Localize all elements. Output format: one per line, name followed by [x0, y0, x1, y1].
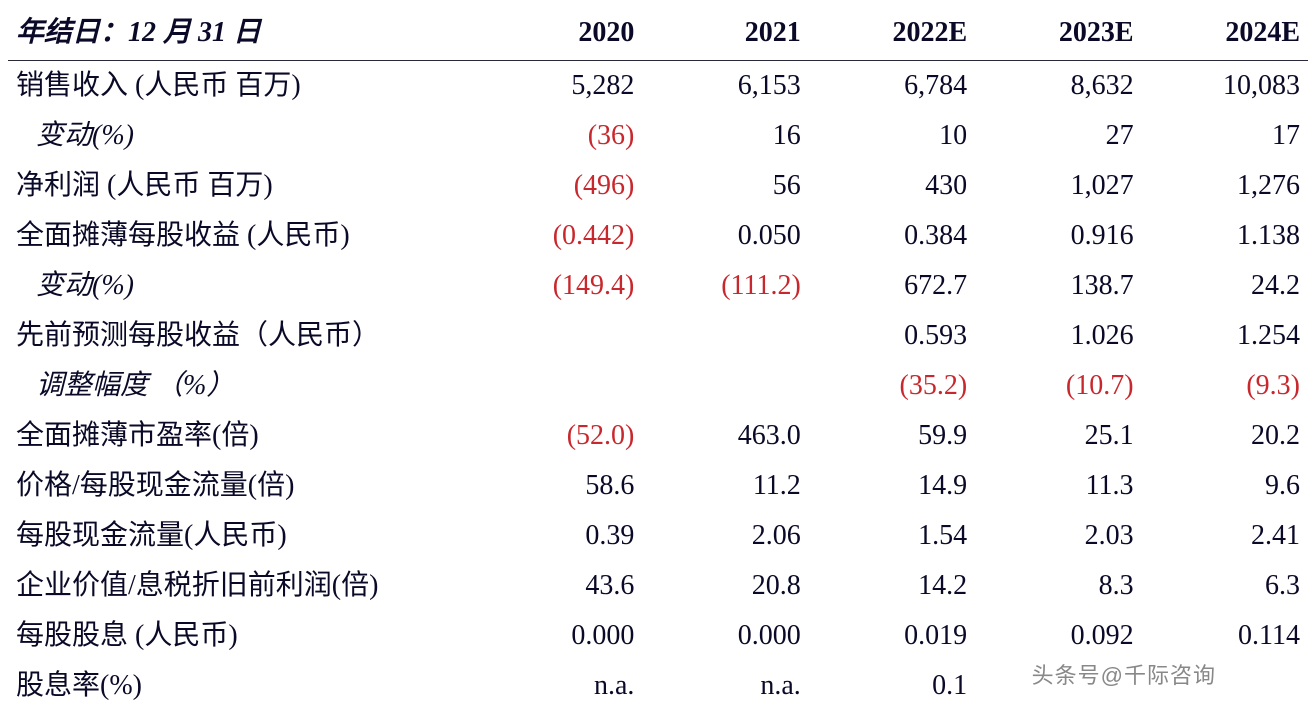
header-col-2022e: 2022E: [809, 8, 975, 61]
header-col-2020: 2020: [476, 8, 642, 61]
row-label: 调整幅度 （%）: [8, 361, 476, 411]
cell-value: 14.2: [809, 561, 975, 611]
cell-value: (52.0): [476, 411, 642, 461]
cell-value: 59.9: [809, 411, 975, 461]
cell-value: 463.0: [642, 411, 808, 461]
table-row: 净利润 (人民币 百万)(496)564301,0271,276: [8, 161, 1308, 211]
table-row: 销售收入 (人民币 百万)5,2826,1536,7848,63210,083: [8, 61, 1308, 112]
table-row: 变动(%)(36)16102717: [8, 111, 1308, 161]
table-row: 全面摊薄市盈率(倍)(52.0)463.059.925.120.2: [8, 411, 1308, 461]
cell-value: 20.2: [1142, 411, 1308, 461]
cell-value: (10.7): [975, 361, 1141, 411]
row-label: 价格/每股现金流量(倍): [8, 461, 476, 511]
financial-table-container: 年结日：12 月 31 日 2020 2021 2022E 2023E 2024…: [0, 0, 1316, 719]
cell-value: 6.3: [1142, 561, 1308, 611]
row-label: 先前预测每股收益（人民币）: [8, 311, 476, 361]
cell-value: 6,153: [642, 61, 808, 112]
cell-value: 430: [809, 161, 975, 211]
cell-value: (0.442): [476, 211, 642, 261]
table-row: 价格/每股现金流量(倍)58.611.214.911.39.6: [8, 461, 1308, 511]
cell-value: 20.8: [642, 561, 808, 611]
cell-value: 58.6: [476, 461, 642, 511]
cell-value: 6,784: [809, 61, 975, 112]
row-label: 每股现金流量(人民币): [8, 511, 476, 561]
cell-value: 0.050: [642, 211, 808, 261]
cell-value: (496): [476, 161, 642, 211]
cell-value: 1.54: [809, 511, 975, 561]
row-label: 净利润 (人民币 百万): [8, 161, 476, 211]
table-row: 企业价值/息税折旧前利润(倍)43.620.814.28.36.3: [8, 561, 1308, 611]
table-row: 每股现金流量(人民币)0.392.061.542.032.41: [8, 511, 1308, 561]
cell-value: (9.3): [1142, 361, 1308, 411]
cell-value: 1.138: [1142, 211, 1308, 261]
cell-value: 14.9: [809, 461, 975, 511]
cell-value: [642, 311, 808, 361]
cell-value: [476, 361, 642, 411]
cell-value: 11.2: [642, 461, 808, 511]
cell-value: 11.3: [975, 461, 1141, 511]
cell-value: 2.41: [1142, 511, 1308, 561]
financial-table: 年结日：12 月 31 日 2020 2021 2022E 2023E 2024…: [8, 8, 1308, 711]
cell-value: 0.092: [975, 611, 1141, 661]
table-row: 调整幅度 （%） (35.2)(10.7)(9.3): [8, 361, 1308, 411]
cell-value: 1.026: [975, 311, 1141, 361]
header-col-2023e: 2023E: [975, 8, 1141, 61]
row-label: 全面摊薄每股收益 (人民币): [8, 211, 476, 261]
cell-value: 2.03: [975, 511, 1141, 561]
cell-value: 43.6: [476, 561, 642, 611]
cell-value: [476, 311, 642, 361]
cell-value: 0.39: [476, 511, 642, 561]
cell-value: 56: [642, 161, 808, 211]
cell-value: [642, 361, 808, 411]
cell-value: 0.000: [476, 611, 642, 661]
table-row: 每股股息 (人民币)0.0000.0000.0190.0920.114: [8, 611, 1308, 661]
header-label: 年结日：12 月 31 日: [8, 8, 476, 61]
table-header-row: 年结日：12 月 31 日 2020 2021 2022E 2023E 2024…: [8, 8, 1308, 61]
cell-value: (36): [476, 111, 642, 161]
row-label: 销售收入 (人民币 百万): [8, 61, 476, 112]
cell-value: 17: [1142, 111, 1308, 161]
row-label: 每股股息 (人民币): [8, 611, 476, 661]
cell-value: 24.2: [1142, 261, 1308, 311]
cell-value: 0.114: [1142, 611, 1308, 661]
header-col-2024e: 2024E: [1142, 8, 1308, 61]
cell-value: 25.1: [975, 411, 1141, 461]
cell-value: 0.000: [642, 611, 808, 661]
cell-value: 2.06: [642, 511, 808, 561]
cell-value: 1,027: [975, 161, 1141, 211]
cell-value: 10,083: [1142, 61, 1308, 112]
cell-value: (111.2): [642, 261, 808, 311]
cell-value: 1.254: [1142, 311, 1308, 361]
cell-value: (149.4): [476, 261, 642, 311]
table-row: 先前预测每股收益（人民币） 0.5931.0261.254: [8, 311, 1308, 361]
row-label: 全面摊薄市盈率(倍): [8, 411, 476, 461]
row-label: 企业价值/息税折旧前利润(倍): [8, 561, 476, 611]
cell-value: 0.384: [809, 211, 975, 261]
cell-value: 8.3: [975, 561, 1141, 611]
table-row: 全面摊薄每股收益 (人民币)(0.442)0.0500.3840.9161.13…: [8, 211, 1308, 261]
cell-value: 9.6: [1142, 461, 1308, 511]
cell-value: 27: [975, 111, 1141, 161]
cell-value: 0.916: [975, 211, 1141, 261]
cell-value: 672.7: [809, 261, 975, 311]
cell-value: 5,282: [476, 61, 642, 112]
cell-value: 138.7: [975, 261, 1141, 311]
cell-value: 16: [642, 111, 808, 161]
table-row: 变动(%)(149.4)(111.2)672.7138.724.2: [8, 261, 1308, 311]
cell-value: 0.593: [809, 311, 975, 361]
cell-value: (35.2): [809, 361, 975, 411]
cell-value: 0.019: [809, 611, 975, 661]
row-label: 变动(%): [8, 261, 476, 311]
cell-value: 8,632: [975, 61, 1141, 112]
table-body: 销售收入 (人民币 百万)5,2826,1536,7848,63210,083变…: [8, 61, 1308, 712]
cell-value: 10: [809, 111, 975, 161]
header-col-2021: 2021: [642, 8, 808, 61]
row-label: 变动(%): [8, 111, 476, 161]
cell-value: 1,276: [1142, 161, 1308, 211]
watermark-text: 头条号@千际咨询: [1032, 658, 1216, 690]
